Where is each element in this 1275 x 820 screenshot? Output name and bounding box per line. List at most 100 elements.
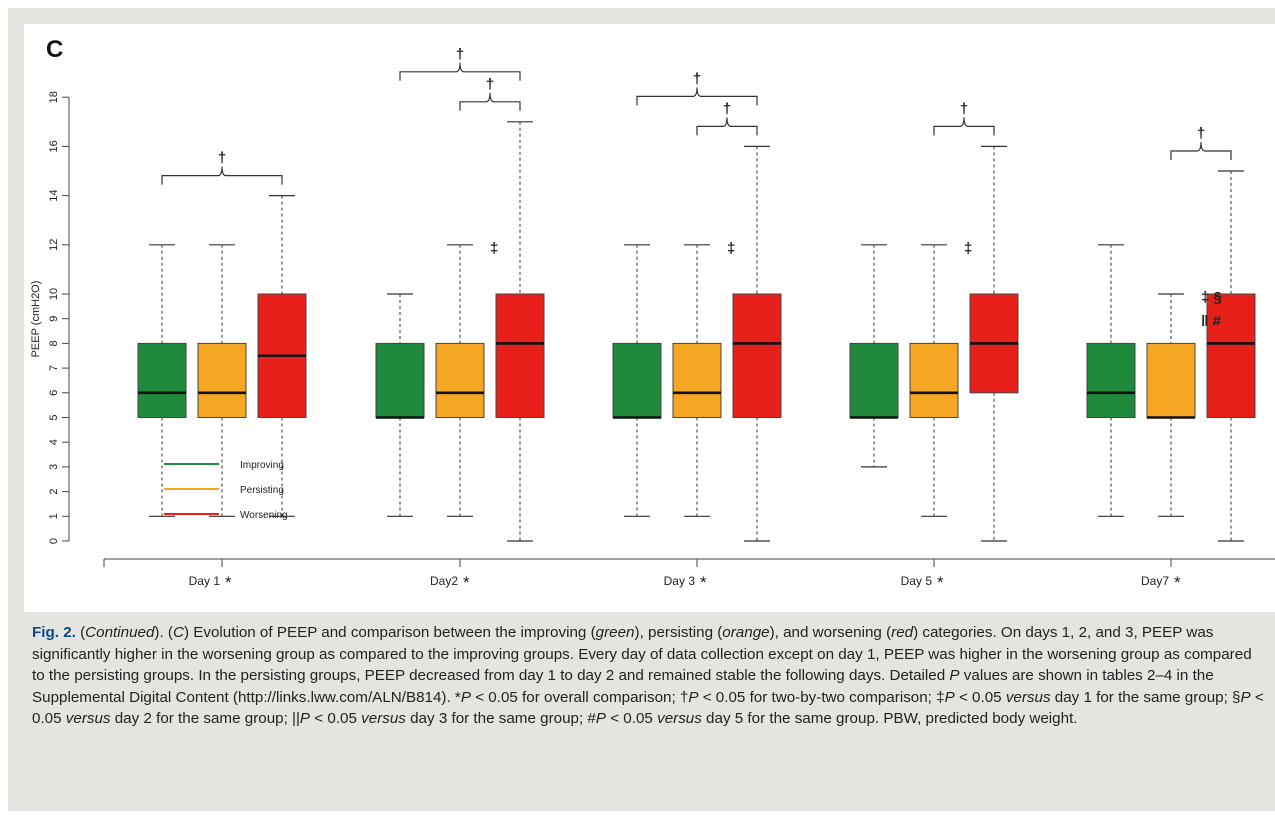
- caption-text-segment: values are shown in tables 2–4 in the Su…: [32, 667, 1214, 706]
- caption-text-segment: ). (: [154, 624, 173, 641]
- significance-annotation: ‡: [727, 240, 735, 257]
- caption-text-segment: < 0.05: [32, 688, 1264, 728]
- caption-text-segment: < 0.05 for overall comparison; †: [470, 688, 689, 706]
- caption-text-segment: P: [595, 710, 606, 727]
- caption-text-segment: versus: [657, 710, 702, 727]
- y-tick-label: 7: [48, 365, 60, 371]
- caption-text-segment: ) Evolution of PEEP and comparison betwe…: [183, 624, 596, 641]
- box-worsening: [495, 293, 545, 418]
- box-improving: [849, 342, 899, 418]
- caption-text-segment: < 0.05 for two-by-two comparison; ‡: [698, 688, 945, 706]
- x-tick-label: Day2: [430, 574, 458, 588]
- comparison-bracket: [161, 166, 283, 185]
- x-tick-significance-mark: *: [225, 573, 232, 592]
- y-axis-label: PEEP (cmH2O): [30, 281, 42, 358]
- box-improving: [612, 342, 662, 418]
- box-worsening: [732, 293, 782, 418]
- caption-text-segment: day 5 for the same group. PBW, predicted…: [701, 710, 1078, 727]
- y-tick-label: 6: [48, 390, 60, 396]
- y-tick-label: 9: [48, 316, 60, 322]
- significance-annotation: ‡: [490, 240, 498, 257]
- comparison-bracket: [636, 87, 758, 106]
- caption-text-segment: (: [75, 624, 86, 641]
- caption-text-segment: P: [1240, 688, 1251, 706]
- box-improving: [1086, 342, 1136, 418]
- comparison-bracket: [933, 117, 995, 136]
- x-tick-significance-mark: *: [700, 573, 707, 592]
- box-worsening: [1206, 293, 1256, 418]
- x-tick-label: Day 3: [664, 574, 696, 588]
- caption-body: (Continued). (C) Evolution of PEEP and c…: [32, 624, 1264, 727]
- caption-text-segment: < 0.05: [310, 710, 362, 727]
- caption-text-segment: C: [172, 624, 184, 641]
- bracket-mark: †: [486, 76, 494, 93]
- box-persisting: [435, 342, 485, 418]
- significance-annotation: ‡: [964, 240, 972, 257]
- bracket-mark: †: [456, 46, 464, 63]
- box-persisting: [909, 342, 959, 418]
- caption-text-segment: green: [595, 624, 635, 641]
- box-persisting: [197, 342, 247, 418]
- caption-text-segment: P: [944, 688, 955, 706]
- box-persisting: [1146, 342, 1196, 418]
- y-tick-label: 0: [48, 538, 60, 544]
- y-tick-label: 14: [48, 189, 60, 201]
- x-tick-significance-mark: *: [463, 573, 470, 592]
- y-tick-label: 12: [48, 239, 60, 251]
- caption-text-segment: day 2 for the same group; ||: [110, 710, 300, 727]
- x-tick-label: Day 5: [901, 574, 933, 588]
- figure-caption: Fig. 2. (Continued). (C) Evolution of PE…: [32, 622, 1267, 730]
- comparison-bracket: [399, 62, 521, 81]
- y-tick-label: 2: [48, 489, 60, 495]
- panel-label: C: [46, 36, 63, 63]
- caption-text-segment: red: [891, 624, 914, 641]
- x-tick-label: Day 1: [189, 574, 221, 588]
- plot-panel: C 0 1 2 3 4 5 6 7 8 9 10 12 14 16 18 PEEP (cmH2O) Day 1 * †…: [24, 24, 1275, 612]
- caption-text-segment: ) categories. On days 1, 2, and 3, PEEP …: [32, 624, 1252, 684]
- significance-annotation: ‖ #: [1201, 313, 1222, 330]
- x-tick-label: Day7: [1141, 574, 1169, 588]
- comparison-bracket: [1170, 141, 1232, 160]
- caption-fig-label: Fig. 2.: [32, 624, 76, 641]
- bracket-mark: †: [1197, 125, 1205, 142]
- caption-text-segment: ), persisting (: [634, 624, 723, 641]
- caption-text-segment: versus: [361, 710, 406, 727]
- bracket-mark: †: [693, 70, 701, 87]
- comparison-bracket: [696, 117, 758, 136]
- x-tick-significance-mark: *: [1174, 573, 1181, 592]
- y-tick-label: 4: [48, 439, 60, 445]
- legend-label: Persisting: [240, 485, 284, 496]
- caption-text-segment: P: [299, 710, 311, 727]
- y-tick-label: 18: [48, 91, 60, 103]
- y-tick-label: 16: [48, 140, 60, 152]
- bracket-mark: †: [218, 150, 226, 167]
- comparison-bracket: [459, 92, 521, 111]
- bracket-mark: †: [960, 100, 968, 117]
- x-tick-significance-mark: *: [937, 573, 944, 592]
- caption-text-segment: < 0.05: [954, 688, 1006, 706]
- y-tick-label: 8: [48, 340, 60, 346]
- caption-text-segment: Continued: [85, 624, 155, 641]
- caption-text-segment: day 3 for the same group; #: [405, 710, 596, 727]
- figure-frame: C 0 1 2 3 4 5 6 7 8 9 10 12 14 16 18 PEEP (cmH2O) Day 1 * †…: [8, 8, 1275, 811]
- caption-text-segment: P: [460, 688, 471, 706]
- caption-text-segment: orange: [722, 624, 770, 641]
- y-tick-label: 5: [48, 414, 60, 420]
- caption-text-segment: P: [949, 667, 960, 684]
- legend-label: Worsening: [240, 510, 288, 521]
- significance-annotation: ‡ §: [1201, 289, 1222, 306]
- caption-text-segment: versus: [65, 710, 111, 727]
- caption-text-segment: P: [688, 688, 699, 706]
- legend-label: Improving: [240, 460, 284, 471]
- box-persisting: [672, 342, 722, 418]
- box-improving: [375, 342, 425, 418]
- caption-text-segment: < 0.05: [606, 710, 658, 727]
- caption-text-segment: ), and worsening (: [769, 624, 892, 641]
- y-tick-label: 10: [48, 288, 60, 300]
- y-tick-label: 3: [48, 464, 60, 470]
- box-improving: [137, 342, 187, 418]
- caption-text-segment: day 1 for the same group; §: [1050, 688, 1241, 706]
- y-tick-label: 1: [48, 513, 60, 519]
- bracket-mark: †: [723, 100, 731, 117]
